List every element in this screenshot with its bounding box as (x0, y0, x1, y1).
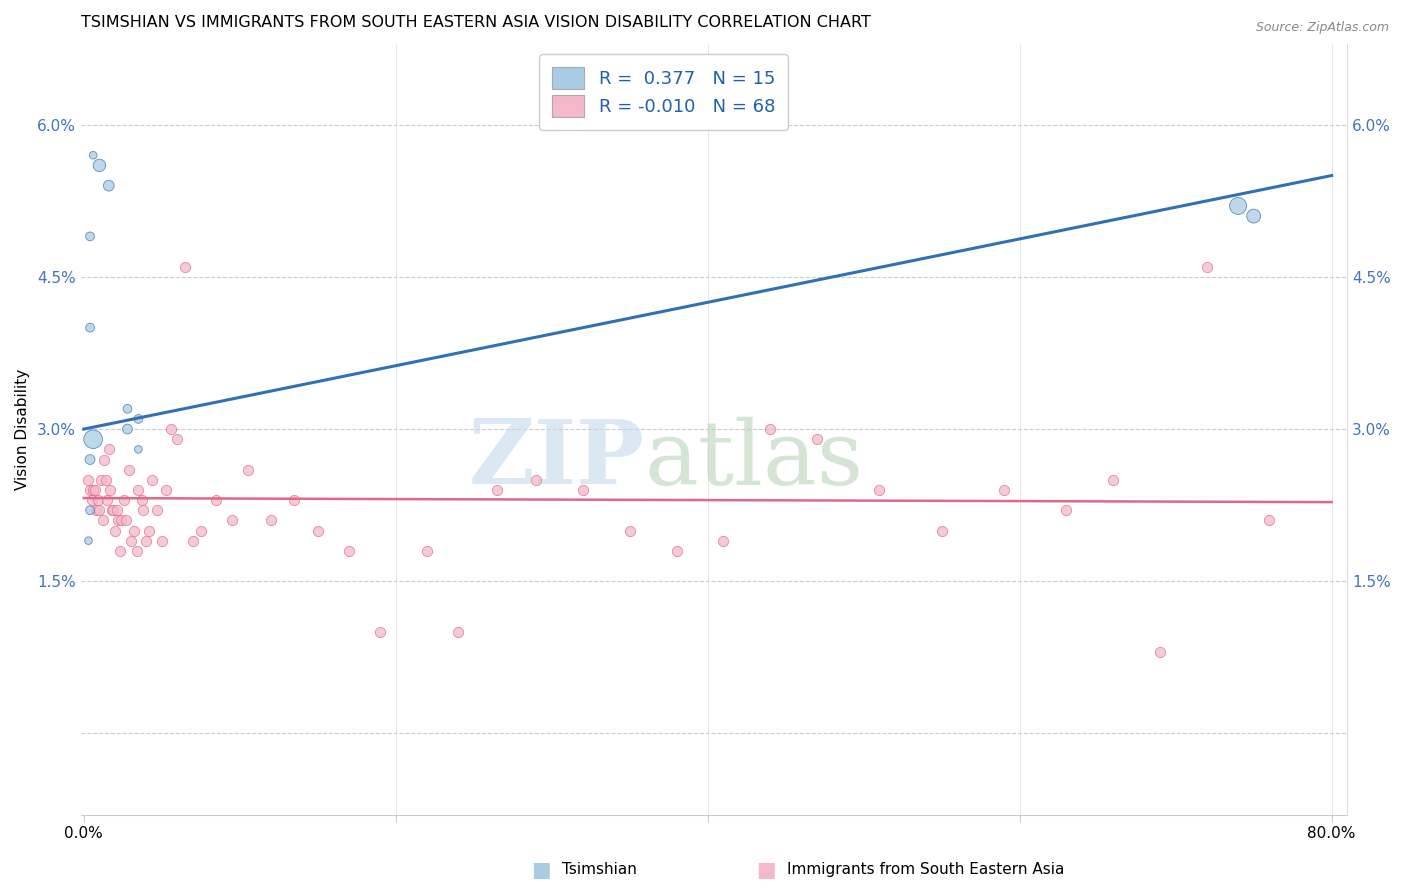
Point (1227, 199, 1250, 213)
Text: ■: ■ (531, 860, 551, 880)
Point (83, 483, 105, 497)
Point (447, 624, 470, 639)
Point (127, 442, 149, 457)
Point (112, 493, 135, 508)
Point (619, 524, 641, 538)
Text: Tsimshian: Tsimshian (562, 863, 637, 877)
Point (82, 148, 104, 162)
Point (181, 533, 204, 548)
Point (104, 524, 127, 538)
Point (146, 503, 169, 517)
Point (141, 473, 163, 487)
Point (1102, 473, 1125, 487)
Point (120, 533, 142, 548)
Point (131, 493, 153, 508)
Point (82, 432, 104, 446)
Point (132, 503, 155, 517)
Point (96, 493, 118, 508)
Point (1243, 209, 1265, 223)
Point (1195, 260, 1218, 274)
Point (993, 483, 1015, 497)
Point (283, 493, 305, 508)
Point (91, 513, 114, 527)
Point (105, 503, 128, 517)
Point (174, 260, 197, 274)
Point (524, 473, 547, 487)
Point (307, 524, 329, 538)
Point (87, 493, 110, 508)
Point (77, 533, 100, 548)
Point (84, 503, 107, 517)
Point (79, 320, 101, 334)
Point (89, 503, 111, 517)
Legend: R =  0.377   N = 15, R = -0.010   N = 68: R = 0.377 N = 15, R = -0.010 N = 68 (538, 54, 787, 130)
Point (931, 524, 953, 538)
Point (1056, 503, 1078, 517)
Point (138, 524, 160, 538)
Point (79, 452, 101, 467)
Point (260, 513, 283, 527)
Point (135, 533, 157, 548)
Text: Source: ZipAtlas.com: Source: ZipAtlas.com (1256, 21, 1389, 35)
Point (236, 463, 259, 477)
Point (572, 483, 595, 497)
Point (127, 412, 149, 426)
Point (117, 422, 139, 436)
Point (79, 483, 101, 497)
Point (160, 422, 183, 436)
Point (221, 513, 243, 527)
Point (97, 178, 120, 193)
Point (115, 513, 138, 527)
Point (103, 503, 125, 517)
Point (337, 543, 360, 558)
Point (94, 473, 117, 487)
Point (77, 473, 100, 487)
Point (665, 543, 688, 558)
Point (80, 493, 103, 508)
Text: Immigrants from South Eastern Asia: Immigrants from South Eastern Asia (787, 863, 1064, 877)
Point (416, 543, 439, 558)
Point (806, 432, 828, 446)
Point (166, 432, 188, 446)
Point (150, 533, 173, 548)
Point (125, 543, 148, 558)
Point (110, 513, 132, 527)
Point (190, 524, 212, 538)
Point (107, 513, 129, 527)
Point (98, 483, 121, 497)
Point (868, 483, 890, 497)
Text: TSIMSHIAN VS IMMIGRANTS FROM SOUTH EASTERN ASIA VISION DISABILITY CORRELATION CH: TSIMSHIAN VS IMMIGRANTS FROM SOUTH EASTE… (80, 15, 870, 30)
Point (1258, 513, 1281, 527)
Text: ZIP: ZIP (468, 417, 644, 503)
Point (486, 483, 509, 497)
Point (97, 442, 120, 457)
Point (711, 533, 734, 548)
Point (90, 473, 112, 487)
Point (101, 503, 124, 517)
Point (127, 483, 149, 497)
Point (368, 624, 391, 639)
Point (108, 543, 131, 558)
Point (122, 524, 145, 538)
Point (79, 229, 101, 244)
Point (117, 401, 139, 416)
Point (205, 493, 228, 508)
Point (89, 158, 111, 172)
Point (759, 422, 782, 436)
Point (118, 463, 141, 477)
Y-axis label: Vision Disability: Vision Disability (15, 368, 30, 490)
Point (1149, 645, 1171, 659)
Point (82, 483, 104, 497)
Text: ■: ■ (756, 860, 776, 880)
Point (93, 452, 115, 467)
Point (155, 483, 177, 497)
Point (79, 503, 101, 517)
Text: atlas: atlas (644, 417, 863, 504)
